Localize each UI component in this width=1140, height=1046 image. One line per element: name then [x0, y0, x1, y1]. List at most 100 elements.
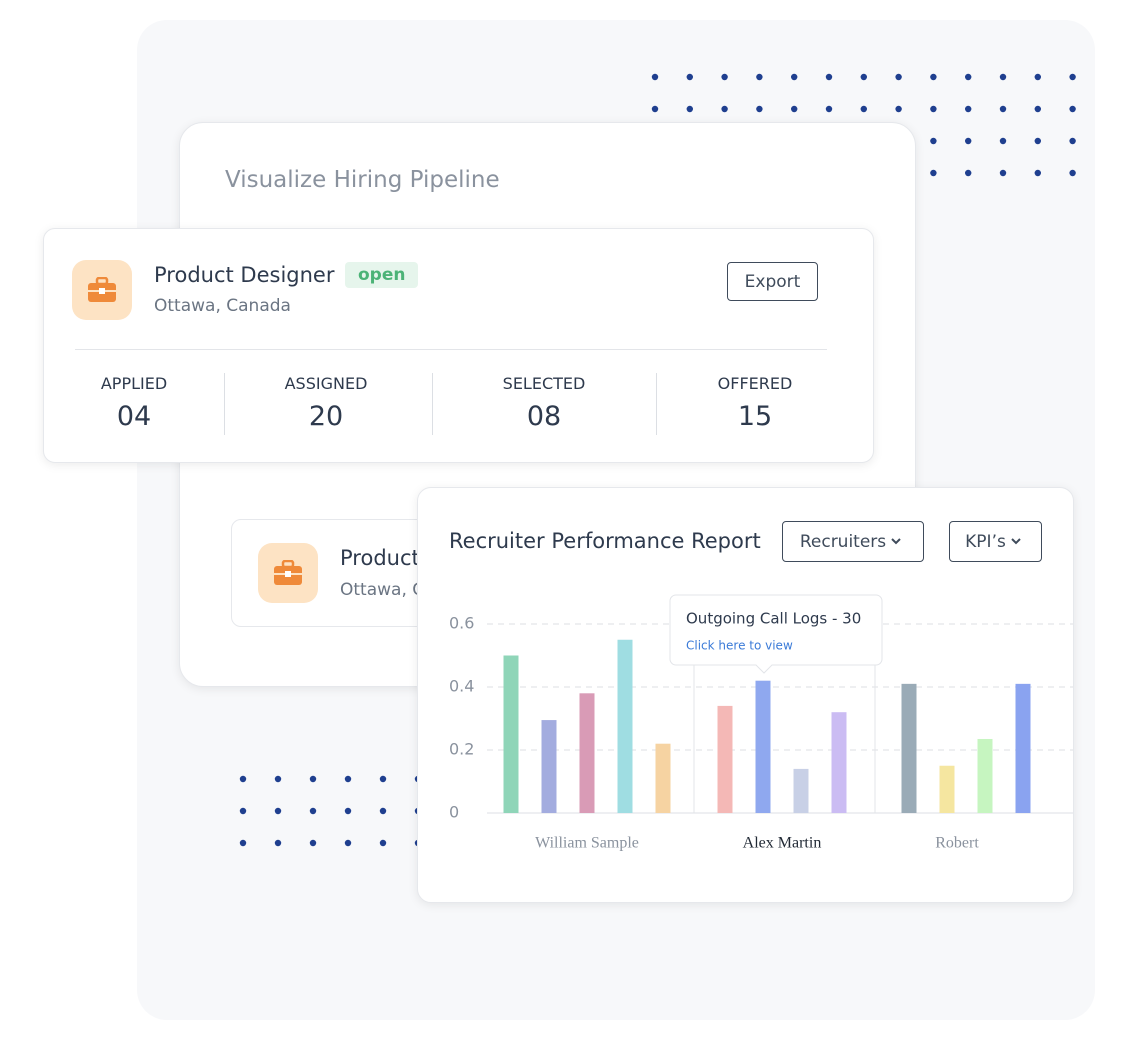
x-tick-label: William Sample — [535, 835, 639, 852]
stat-label: SELECTED — [502, 374, 586, 393]
job-icon — [258, 543, 318, 603]
stat-divider — [656, 373, 657, 435]
tooltip-box — [669, 594, 883, 674]
bar — [1015, 683, 1031, 813]
chart-title: Recruiter Performance Report — [449, 529, 761, 553]
job-icon — [72, 260, 132, 320]
y-tick-label: 0.6 — [449, 614, 474, 633]
stat-value: 08 — [526, 401, 562, 432]
dot — [239, 807, 247, 815]
dot — [379, 807, 387, 815]
bar — [655, 743, 671, 813]
briefcase — [88, 277, 116, 302]
bar — [755, 680, 771, 813]
bar — [541, 720, 557, 813]
job-title: Product — [340, 546, 420, 570]
status-badge: open — [345, 262, 419, 288]
dot — [930, 137, 937, 145]
bar — [503, 655, 519, 813]
stat: SELECTED 08 — [454, 374, 634, 432]
dot — [239, 775, 247, 783]
y-tick-label: 0.4 — [449, 677, 474, 696]
dot — [1069, 169, 1076, 177]
recruiters-dropdown[interactable]: Recruiters — [782, 521, 924, 562]
bar — [977, 738, 993, 813]
dropdown-label: KPI’s — [965, 531, 1006, 552]
dot — [344, 839, 352, 847]
stat-value: 15 — [737, 401, 773, 432]
bar — [939, 765, 955, 813]
dot — [1034, 137, 1042, 145]
dot — [309, 807, 317, 815]
dot — [651, 105, 659, 113]
dot — [686, 73, 693, 81]
dot — [274, 839, 282, 847]
dot — [651, 73, 659, 81]
dot — [344, 775, 352, 783]
chart-card: Recruiters KPI’s — [417, 487, 1074, 903]
dot — [721, 105, 728, 113]
job-location: Ottawa, Canada — [154, 296, 291, 316]
dot — [930, 105, 937, 113]
bar — [717, 705, 733, 813]
dot — [860, 73, 867, 81]
briefcase — [274, 560, 302, 585]
x-tick-label: Alex Martin — [743, 835, 822, 852]
chevron — [1011, 537, 1021, 544]
dot — [1069, 73, 1076, 81]
dot — [1069, 137, 1076, 145]
job-title: Product Designer — [154, 263, 335, 287]
kpi-dropdown[interactable]: KPI’s — [949, 521, 1042, 562]
dot — [309, 775, 317, 783]
dot — [930, 169, 937, 177]
stat-label: APPLIED — [100, 374, 168, 393]
dot — [686, 105, 693, 113]
x-tick-label: Robert — [935, 835, 979, 852]
dot — [379, 775, 387, 783]
job-card: Product Designer open Ottawa, Canada Exp… — [43, 228, 874, 463]
stat-value: 20 — [308, 401, 344, 432]
stat-label: OFFERED — [717, 374, 793, 393]
export-button[interactable]: Export — [727, 262, 818, 301]
bar — [793, 768, 809, 813]
dot — [999, 169, 1007, 177]
dot — [791, 73, 798, 81]
stat-value: 04 — [116, 401, 152, 432]
stat-divider — [224, 373, 225, 435]
dot — [274, 775, 282, 783]
dot — [965, 105, 972, 113]
dot — [791, 105, 798, 113]
dot — [756, 73, 763, 81]
stat: OFFERED 15 — [665, 374, 845, 432]
dot — [895, 105, 902, 113]
dot — [274, 807, 282, 815]
dot — [965, 73, 972, 81]
dot — [1034, 105, 1042, 113]
dot — [860, 105, 867, 113]
divider — [75, 349, 827, 350]
dot — [309, 839, 317, 847]
chart: Recruiter Performance Report 0 0.2 0.4 0.6 W… — [449, 529, 1073, 852]
dot — [1034, 73, 1042, 81]
dot — [999, 137, 1007, 145]
bar — [617, 639, 633, 813]
stat-divider — [432, 373, 433, 435]
dropdown-label: Recruiters — [799, 531, 887, 552]
job-location: Ottawa, C — [340, 580, 425, 600]
dot — [721, 73, 728, 81]
y-tick-label: 0.2 — [449, 740, 474, 759]
dot — [239, 839, 247, 847]
bar — [831, 712, 847, 813]
stat: APPLIED 04 — [44, 374, 224, 432]
dot — [756, 105, 763, 113]
dot — [825, 73, 833, 81]
dot — [825, 105, 833, 113]
stat: ASSIGNED 20 — [236, 374, 416, 432]
dot — [344, 807, 352, 815]
dot — [999, 105, 1007, 113]
stat-label: ASSIGNED — [284, 374, 368, 393]
bar — [579, 693, 595, 813]
dot — [965, 137, 972, 145]
